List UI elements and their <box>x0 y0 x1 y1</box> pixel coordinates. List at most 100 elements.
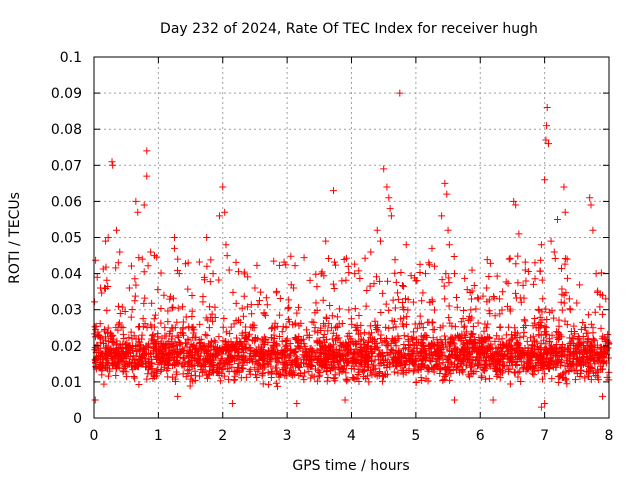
data-point <box>450 253 458 261</box>
data-point <box>562 356 570 364</box>
data-point <box>326 301 334 309</box>
data-point <box>151 311 159 319</box>
data-point <box>97 362 105 370</box>
data-point <box>180 363 188 371</box>
data-point <box>149 331 157 339</box>
data-point <box>604 354 612 362</box>
data-point <box>373 324 381 332</box>
data-point <box>496 374 504 382</box>
data-point <box>329 352 337 360</box>
data-point <box>251 348 259 356</box>
data-point <box>576 281 584 289</box>
data-point <box>125 284 133 292</box>
data-point <box>270 331 278 339</box>
data-point <box>100 327 108 335</box>
data-point <box>176 353 184 361</box>
data-point <box>596 303 604 311</box>
data-point <box>424 367 432 375</box>
data-point <box>165 337 173 345</box>
data-point <box>446 338 454 346</box>
data-point <box>148 323 156 331</box>
data-point <box>341 356 349 364</box>
data-point <box>382 335 390 343</box>
x-tick-label: 8 <box>605 428 614 444</box>
data-point <box>450 340 458 348</box>
data-point <box>102 354 110 362</box>
data-point <box>107 345 115 353</box>
data-point <box>493 272 501 280</box>
data-point <box>274 370 282 378</box>
data-point <box>531 259 539 267</box>
data-point <box>187 375 195 383</box>
data-point <box>447 338 455 346</box>
data-point <box>506 254 514 262</box>
data-point <box>566 355 574 363</box>
data-point <box>418 362 426 370</box>
data-point <box>420 347 428 355</box>
data-point <box>191 367 199 375</box>
data-point <box>455 355 463 363</box>
data-point <box>247 301 255 309</box>
data-point <box>278 328 286 336</box>
data-point <box>363 345 371 353</box>
data-point <box>209 270 217 278</box>
data-point <box>598 335 606 343</box>
data-point <box>434 339 442 347</box>
data-point <box>100 380 108 388</box>
data-point <box>338 277 346 285</box>
data-point <box>174 304 182 312</box>
data-point <box>302 359 310 367</box>
data-point <box>474 360 482 368</box>
data-point <box>400 314 408 322</box>
data-point <box>587 376 595 384</box>
data-point <box>435 352 443 360</box>
data-point <box>593 356 601 364</box>
data-point <box>272 289 280 297</box>
data-point <box>575 334 583 342</box>
data-point <box>332 261 340 269</box>
data-point <box>330 258 338 266</box>
data-point <box>176 341 184 349</box>
data-point <box>91 359 99 367</box>
data-point <box>179 318 187 326</box>
data-point <box>144 349 152 357</box>
data-point <box>579 341 587 349</box>
data-point <box>105 337 113 345</box>
data-point <box>514 348 522 356</box>
data-point <box>355 368 363 376</box>
data-point <box>368 337 376 345</box>
data-point <box>394 332 402 340</box>
data-point <box>514 279 522 287</box>
data-point <box>535 305 543 313</box>
data-point <box>490 292 498 300</box>
data-point <box>442 336 450 344</box>
data-point <box>555 373 563 381</box>
data-point <box>397 315 405 323</box>
data-point <box>561 351 569 359</box>
data-point <box>451 396 458 404</box>
data-point <box>468 295 476 303</box>
data-point <box>429 341 437 349</box>
data-point <box>350 374 358 382</box>
data-point <box>131 275 139 283</box>
data-point <box>256 361 264 369</box>
data-point <box>113 226 121 234</box>
data-point <box>485 375 493 383</box>
data-point <box>182 313 190 321</box>
data-point <box>307 355 315 363</box>
data-point <box>561 362 569 370</box>
data-point <box>204 347 212 355</box>
data-point <box>254 365 262 373</box>
data-point <box>211 345 219 353</box>
data-point <box>394 289 402 297</box>
data-point <box>479 365 487 373</box>
data-point <box>312 270 320 278</box>
data-point <box>510 197 518 205</box>
data-point <box>390 368 398 376</box>
data-point <box>237 338 245 346</box>
data-point <box>378 377 386 385</box>
data-point <box>512 357 520 365</box>
data-point <box>425 259 433 267</box>
data-point <box>278 347 286 355</box>
data-point <box>469 323 477 331</box>
